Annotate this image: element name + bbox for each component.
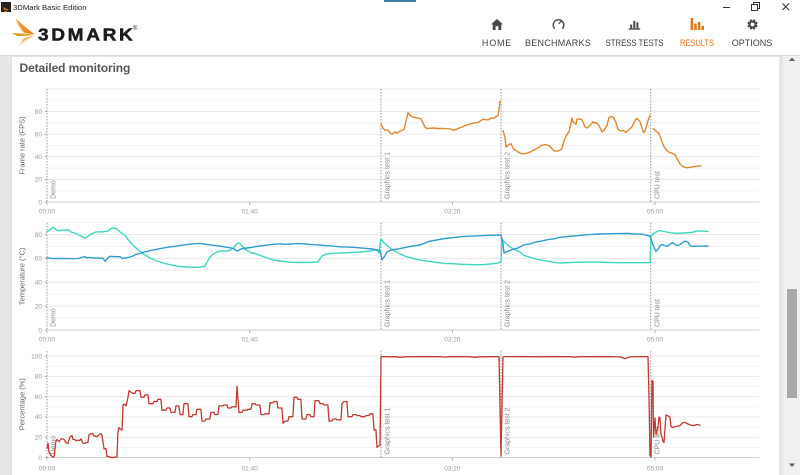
svg-text:01:40: 01:40 xyxy=(242,209,259,216)
svg-text:20: 20 xyxy=(35,177,43,184)
svg-text:Frame rate (FPS): Frame rate (FPS) xyxy=(18,116,27,175)
svg-text:05:00: 05:00 xyxy=(647,466,664,473)
svg-text:20: 20 xyxy=(35,303,43,310)
svg-text:CPU test: CPU test xyxy=(654,299,661,327)
svg-text:Demo: Demo xyxy=(51,436,58,455)
svg-text:00:00: 00:00 xyxy=(39,209,56,216)
svg-text:60: 60 xyxy=(35,394,43,401)
svg-text:03:20: 03:20 xyxy=(444,209,461,216)
svg-text:Graphics test 1: Graphics test 1 xyxy=(385,280,392,327)
svg-text:Demo: Demo xyxy=(51,180,58,199)
svg-text:00:00: 00:00 xyxy=(39,466,56,473)
svg-text:05:00: 05:00 xyxy=(647,337,664,344)
svg-text:05:00: 05:00 xyxy=(647,209,664,216)
svg-text:Demo: Demo xyxy=(51,308,58,327)
svg-text:®: ® xyxy=(133,25,138,32)
svg-text:80: 80 xyxy=(35,232,43,239)
svg-text:03:20: 03:20 xyxy=(444,466,461,473)
svg-text:Graphics test 1: Graphics test 1 xyxy=(385,407,392,454)
svg-text:Temperature (°C): Temperature (°C) xyxy=(18,247,27,305)
svg-text:0: 0 xyxy=(38,327,42,334)
svg-text:Percentage (%): Percentage (%) xyxy=(18,378,27,431)
svg-text:80: 80 xyxy=(35,109,43,116)
svg-text:Graphics test 2: Graphics test 2 xyxy=(505,407,512,454)
svg-text:60: 60 xyxy=(35,131,43,138)
svg-text:20: 20 xyxy=(35,435,43,442)
svg-text:Graphics test 2: Graphics test 2 xyxy=(505,280,512,327)
svg-text:3DMARK: 3DMARK xyxy=(38,24,135,44)
svg-text:0: 0 xyxy=(38,455,42,462)
svg-text:01:40: 01:40 xyxy=(242,466,259,473)
svg-text:Graphics test 2: Graphics test 2 xyxy=(505,152,512,199)
svg-text:01:40: 01:40 xyxy=(242,337,259,344)
svg-text:03:20: 03:20 xyxy=(444,337,461,344)
svg-text:Graphics test 1: Graphics test 1 xyxy=(385,152,392,199)
svg-text:60: 60 xyxy=(35,256,43,263)
svg-text:100: 100 xyxy=(31,353,42,360)
svg-text:80: 80 xyxy=(35,374,43,381)
svg-text:40: 40 xyxy=(35,414,43,421)
svg-text:40: 40 xyxy=(35,154,43,161)
svg-text:00:00: 00:00 xyxy=(39,337,56,344)
svg-text:40: 40 xyxy=(35,280,43,287)
svg-text:0: 0 xyxy=(38,199,42,206)
svg-text:CPU test: CPU test xyxy=(654,171,661,199)
svg-text:CPU test: CPU test xyxy=(654,426,661,454)
